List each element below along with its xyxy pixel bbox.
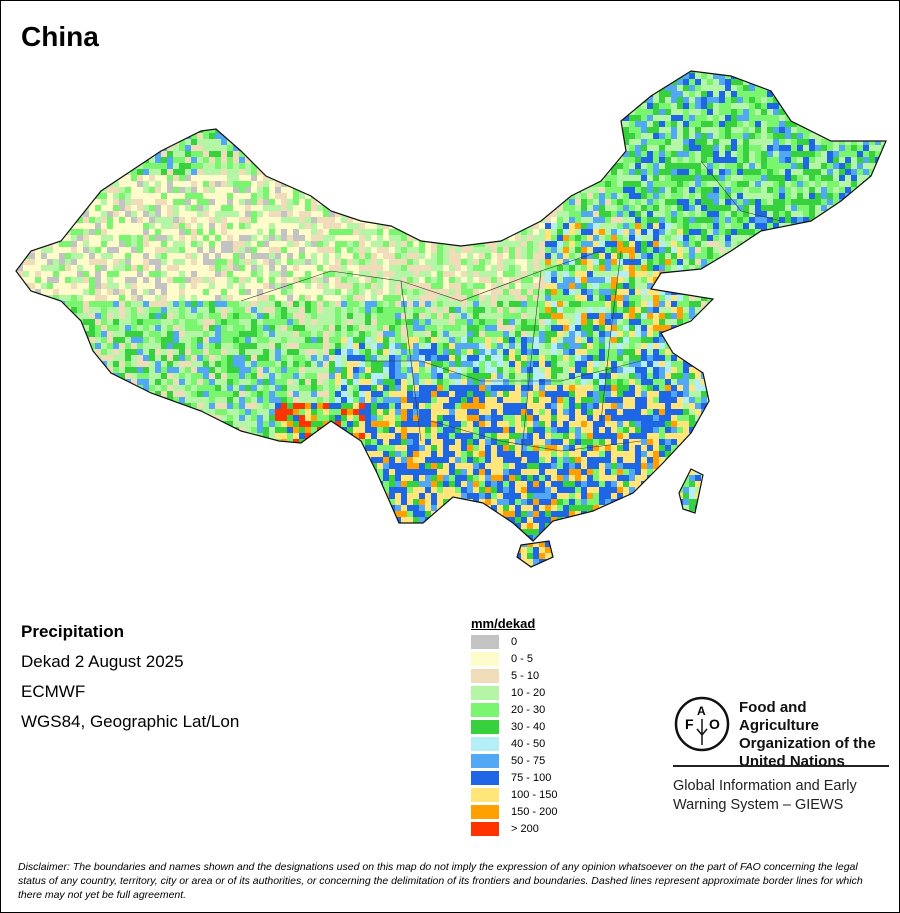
fao-logo-icon: F A O <box>674 696 730 752</box>
org-name-line: United Nations <box>739 753 845 770</box>
divider <box>673 765 889 767</box>
legend-label: 0 <box>511 635 518 648</box>
legend-swatch <box>471 668 499 683</box>
legend-item: 40 - 50 <box>471 735 557 752</box>
org-name-line: Food and Agriculture <box>739 699 820 734</box>
legend-item: 0 - 5 <box>471 650 557 667</box>
legend-label: 100 - 150 <box>511 788 558 801</box>
legend-label: 30 - 40 <box>511 720 546 733</box>
legend-label: 50 - 75 <box>511 754 546 767</box>
org-name-line: Organization of the <box>739 735 876 752</box>
legend-swatch <box>471 787 499 802</box>
variable-label: Precipitation <box>21 622 124 641</box>
disclaimer: Disclaimer: The boundaries and names sho… <box>18 861 863 901</box>
legend-label: 40 - 50 <box>511 737 546 750</box>
legend-label: 150 - 200 <box>511 805 558 818</box>
projection-label: WGS84, Geographic Lat/Lon <box>21 712 240 731</box>
legend-swatch <box>471 804 499 819</box>
legend-label: 5 - 10 <box>511 669 540 682</box>
legend-item: 20 - 30 <box>471 701 557 718</box>
precipitation-map <box>15 70 887 568</box>
legend-swatch <box>471 685 499 700</box>
legend-title: mm/dekad <box>471 616 536 631</box>
country-border <box>15 70 887 568</box>
legend: mm/dekad 0 0 - 5 5 - 10 10 - 20 20 - 30 30 - … <box>471 616 557 837</box>
legend-label: 20 - 30 <box>511 703 546 716</box>
legend-swatch <box>471 634 499 649</box>
legend-swatch <box>471 702 499 717</box>
program-line: Warning System – GIEWS <box>673 797 844 813</box>
legend-item: 150 - 200 <box>471 803 557 820</box>
legend-label: 10 - 20 <box>511 686 546 699</box>
legend-item: 30 - 40 <box>471 718 557 735</box>
legend-label: 75 - 100 <box>511 771 552 784</box>
program-line: Global Information and Early <box>673 778 857 794</box>
legend-swatch <box>471 719 499 734</box>
legend-label: > 200 <box>511 822 539 835</box>
legend-swatch <box>471 770 499 785</box>
legend-swatch <box>471 736 499 751</box>
province-borders <box>240 160 782 462</box>
precipitation-grid <box>16 71 886 567</box>
legend-item: 75 - 100 <box>471 769 557 786</box>
legend-item: 5 - 10 <box>471 667 557 684</box>
legend-label: 0 - 5 <box>511 652 534 665</box>
legend-item: > 200 <box>471 820 557 837</box>
legend-swatch <box>471 753 499 768</box>
legend-swatch <box>471 821 499 836</box>
legend-item: 100 - 150 <box>471 786 557 803</box>
legend-swatch <box>471 651 499 666</box>
legend-item: 50 - 75 <box>471 752 557 769</box>
legend-item: 0 <box>471 633 557 650</box>
source-label: ECMWF <box>21 682 86 701</box>
map-title: China <box>21 21 99 52</box>
legend-item: 10 - 20 <box>471 684 557 701</box>
period-label: Dekad 2 August 2025 <box>21 652 184 671</box>
